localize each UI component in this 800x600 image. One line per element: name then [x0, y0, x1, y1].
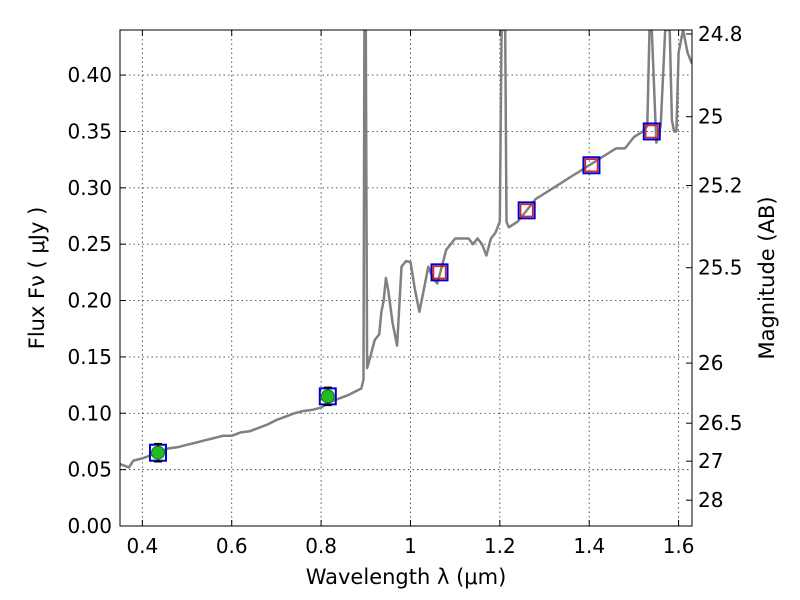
y-tick-label: 0.35 — [67, 119, 112, 143]
y-tick-label: 0.40 — [67, 63, 112, 87]
y-tick-label: 0.30 — [67, 176, 112, 200]
x-tick-label: 0.4 — [126, 534, 158, 558]
x-tick-label: 1.4 — [573, 534, 605, 558]
upper-limit-point — [645, 124, 659, 139]
ticks-layer: 0.4 0.6 0.8 1 1.2 1.4 1.6 0.00 0.05 0.10 0.15 0.20 0… — [67, 22, 742, 558]
right-tick-label: 24.8 — [698, 22, 743, 46]
x-tick-label: 1 — [404, 534, 417, 558]
y-tick-label: 0.15 — [67, 345, 112, 369]
upper-limit-point — [519, 203, 534, 218]
y-tick-label: 0.25 — [67, 232, 112, 256]
x-tick-label: 1.6 — [663, 534, 695, 558]
y-tick-label: 0.00 — [67, 514, 112, 538]
model-point — [430, 263, 449, 282]
y-tick-label: 0.20 — [67, 289, 112, 313]
x-tick-label: 1.2 — [484, 534, 516, 558]
observed-point — [150, 445, 165, 460]
right-tick-label: 28 — [698, 488, 723, 512]
spectrum-line — [120, 30, 692, 469]
y-tick-label: 0.05 — [67, 458, 112, 482]
x-axis-title: Wavelength λ (μm) — [306, 565, 507, 589]
right-tick-label: 25 — [698, 105, 723, 129]
plot-frame — [119, 29, 693, 527]
right-tick-label: 25.5 — [698, 256, 743, 280]
series-layer — [120, 30, 692, 469]
right-tick-label: 27 — [698, 449, 723, 473]
x-tick-label: 0.6 — [216, 534, 248, 558]
observed-point — [320, 389, 335, 404]
right-tick-label: 26.5 — [698, 411, 743, 435]
right-tick-label: 26 — [698, 351, 723, 375]
y-tick-label: 0.10 — [67, 401, 112, 425]
right-tick-label: 25.2 — [698, 174, 743, 198]
model-point — [642, 122, 661, 141]
model-point — [582, 156, 601, 175]
upper-limit-point — [432, 265, 447, 280]
model-point — [517, 201, 536, 220]
y-axis-title: Flux Fν ( μJy ) — [25, 207, 49, 350]
x-tick-label: 0.8 — [305, 534, 337, 558]
upper-limit-point — [584, 158, 599, 173]
right-axis-title: Magnitude (AB) — [755, 196, 779, 359]
grid-layer — [120, 30, 692, 526]
